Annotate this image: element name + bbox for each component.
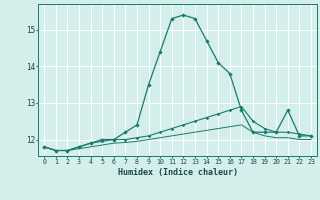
X-axis label: Humidex (Indice chaleur): Humidex (Indice chaleur) xyxy=(118,168,238,177)
